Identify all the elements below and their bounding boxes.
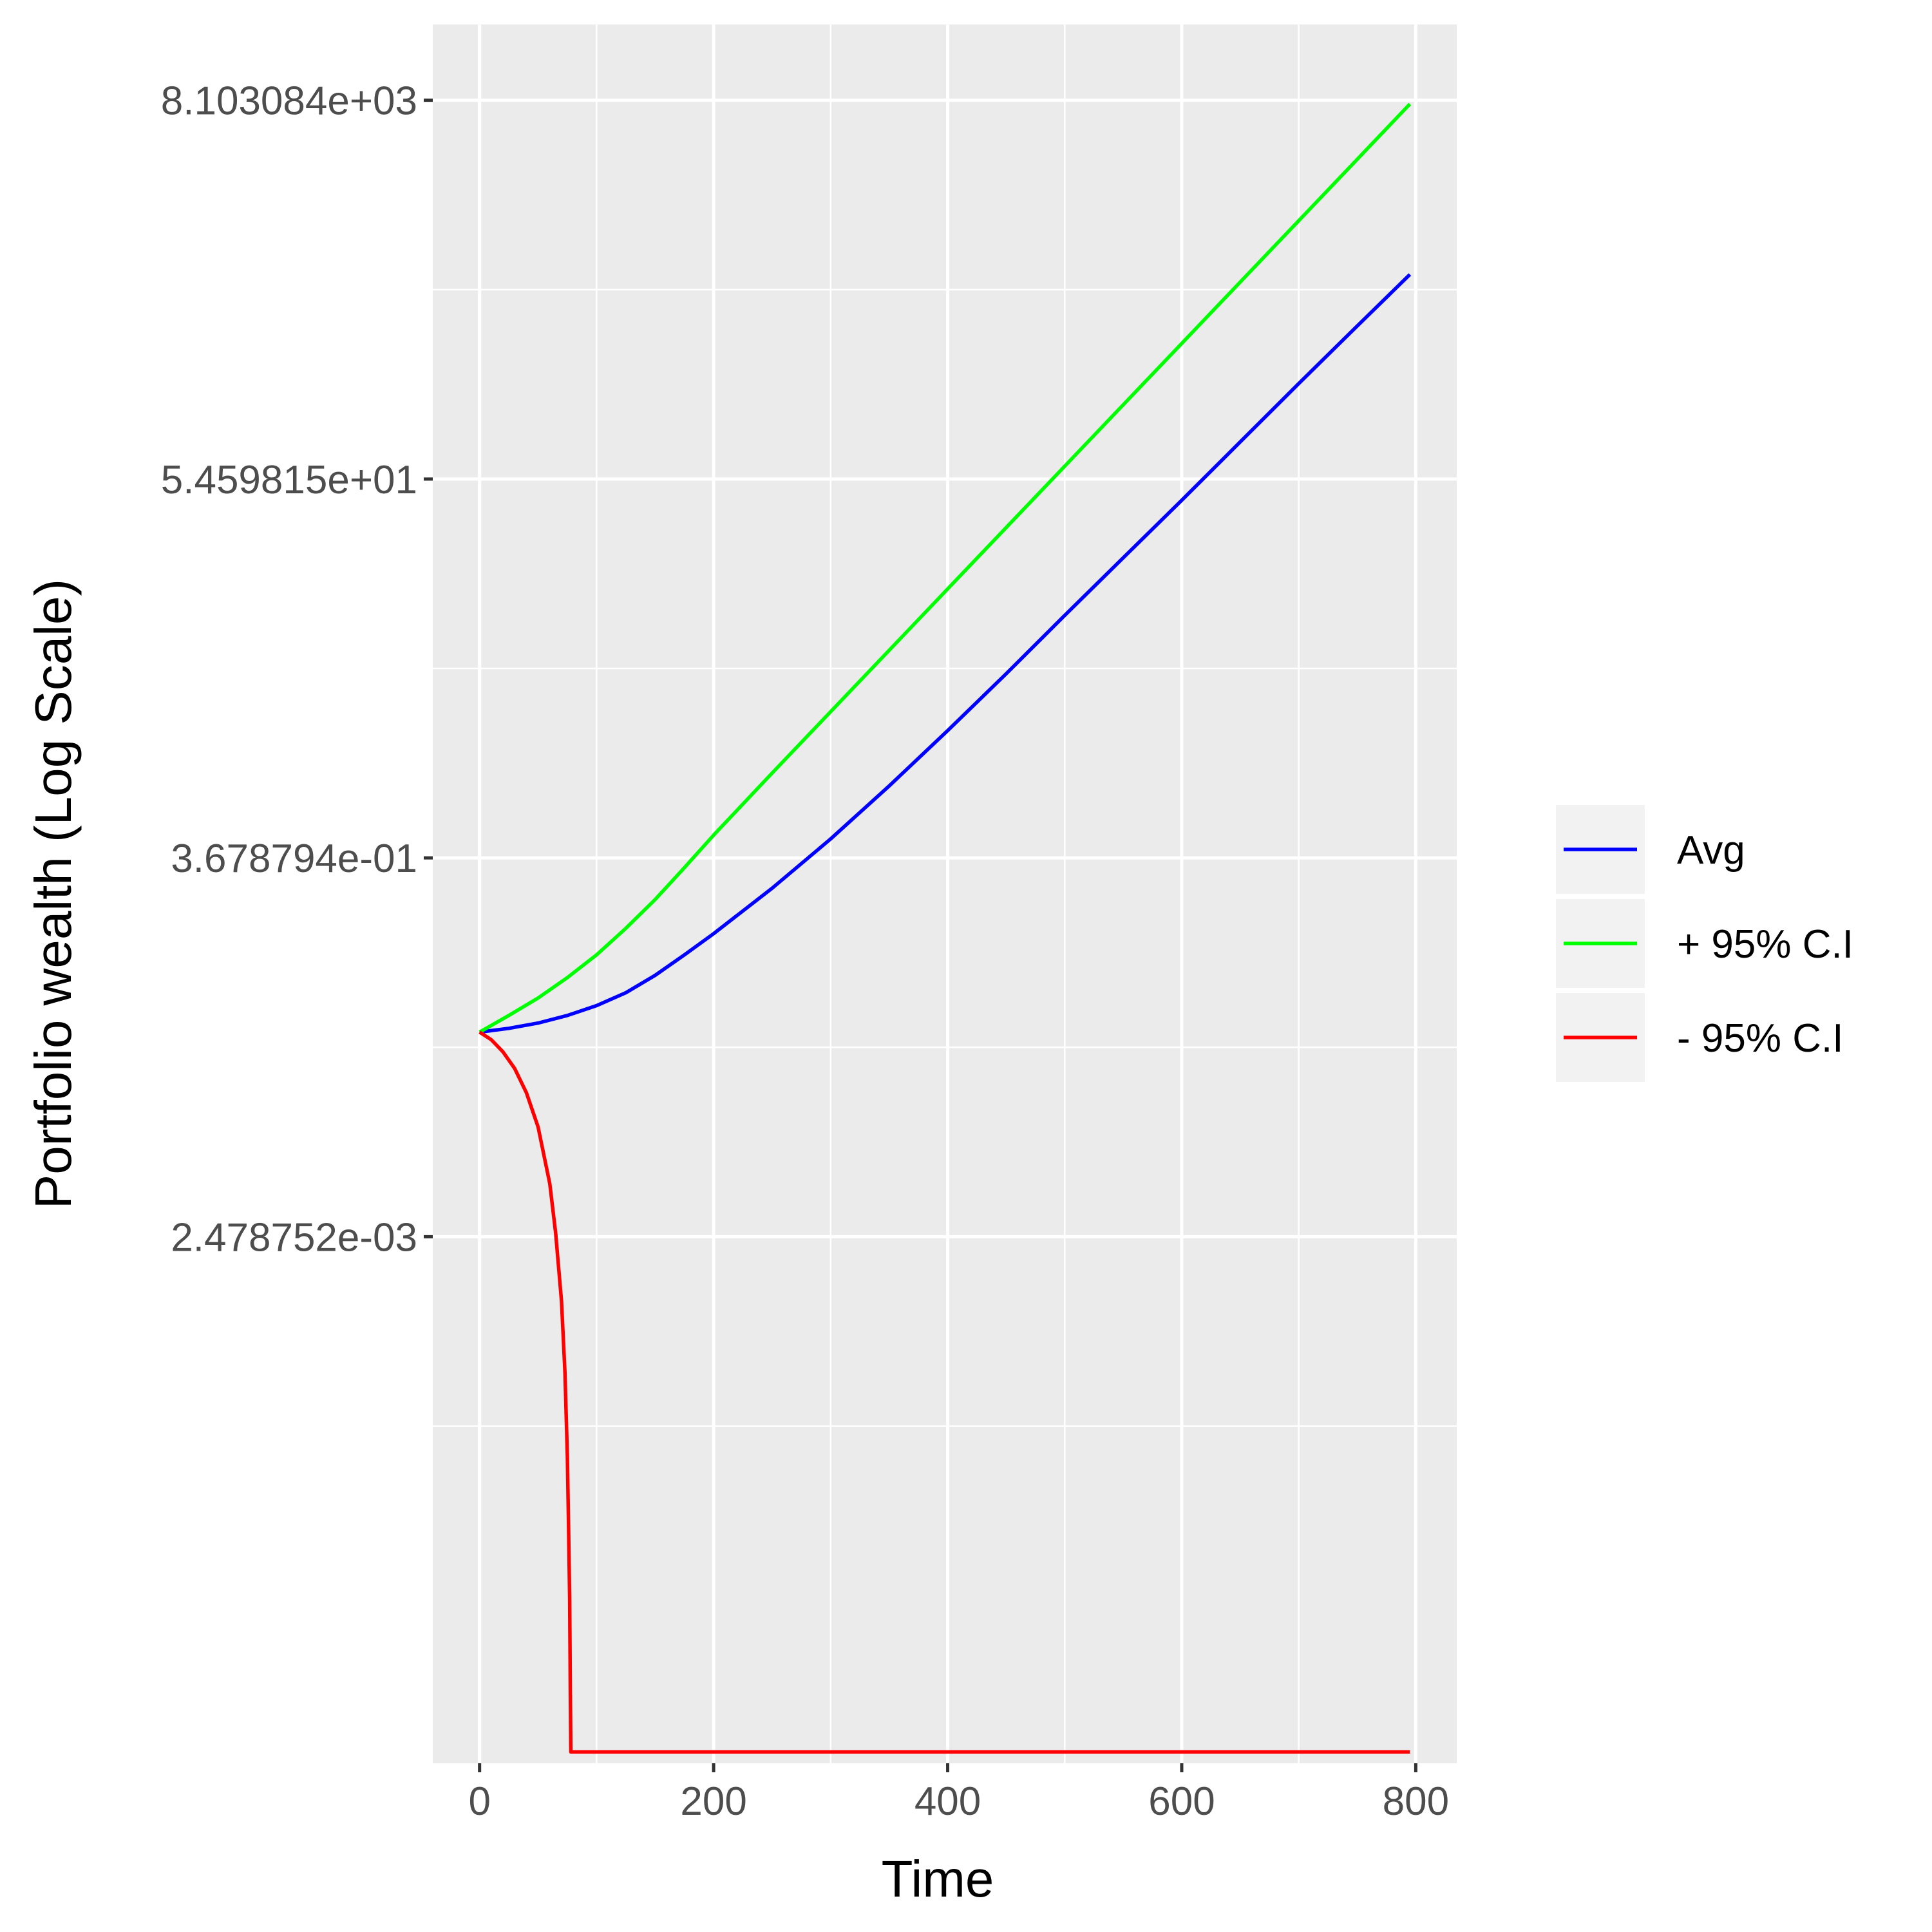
grid-major — [433, 24, 1457, 1763]
x-axis: 0 200 400 600 800 — [468, 1763, 1449, 1824]
x-tick-label: 800 — [1383, 1779, 1449, 1824]
x-axis-title: Time — [882, 1850, 994, 1908]
x-tick-label: 200 — [680, 1779, 746, 1824]
x-tick-label: 600 — [1148, 1779, 1215, 1824]
grid-minor — [433, 24, 1457, 1763]
legend: Avg + 95% C.I - 95% C.I — [1556, 805, 1853, 1082]
series-line-3 — [478, 1030, 1410, 1754]
series-line-1 — [479, 273, 1412, 1034]
y-tick-label: 8.103084e+03 — [161, 79, 417, 124]
y-axis-title: Portfolio wealth (Log Scale) — [24, 579, 82, 1209]
legend-label: + 95% C.I — [1677, 922, 1853, 967]
legend-label: Avg — [1677, 828, 1745, 873]
x-tick-label: 0 — [468, 1779, 490, 1824]
x-tick-label: 400 — [914, 1779, 981, 1824]
plot-background — [433, 24, 1457, 1763]
y-tick-label: 2.478752e-03 — [171, 1215, 417, 1260]
series-line-2 — [478, 102, 1412, 1034]
y-axis: 2.478752e-03 3.678794e-01 5.459815e+01 8.10… — [161, 79, 433, 1260]
legend-label: - 95% C.I — [1677, 1016, 1843, 1061]
series-layer — [478, 102, 1412, 1754]
y-tick-label: 5.459815e+01 — [161, 458, 417, 502]
y-tick-label: 3.678794e-01 — [171, 837, 417, 881]
